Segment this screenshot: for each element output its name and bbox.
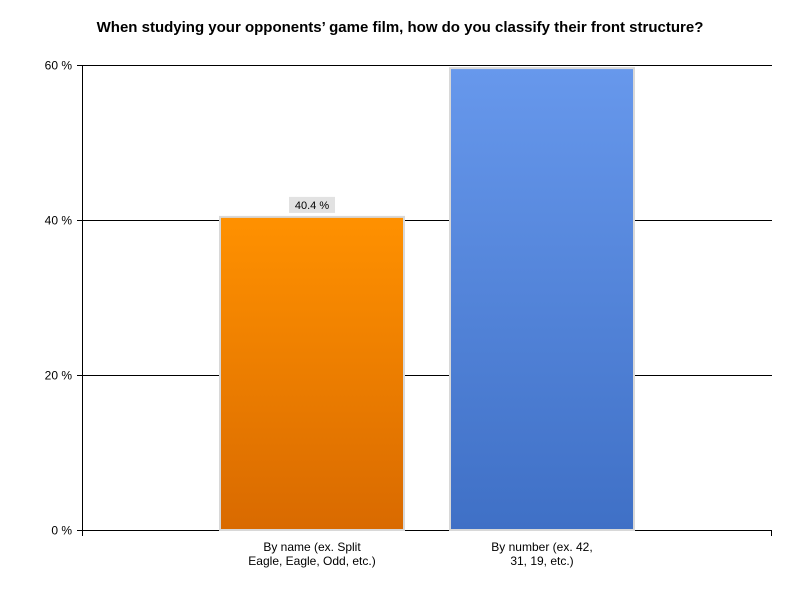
bars: [219, 67, 635, 531]
y-tick-label-40: 40 %: [45, 214, 73, 228]
y-tick-label-60: 60 %: [45, 59, 73, 73]
y-tick-label-20: 20 %: [45, 369, 73, 383]
labels: 0 % 20 % 40 % 60 % By name (ex. Split Eagle, …: [45, 59, 593, 569]
bar-2: [449, 67, 635, 531]
chart-title: When studying your opponents’ game film,…: [96, 19, 704, 36]
data-label-bg-1: [289, 196, 335, 213]
x-tick-label-2: By number (ex. 42, 31, 19, etc.): [491, 540, 592, 568]
data-label-1: 40.4 %: [295, 200, 329, 212]
y-tick-label-0: 0 %: [51, 524, 72, 538]
x-tick-label-1: By name (ex. Split Eagle, Eagle, Odd, etc…: [248, 540, 375, 568]
bar-1: [219, 215, 405, 531]
axes: [82, 65, 772, 536]
gridlines: [77, 65, 772, 531]
